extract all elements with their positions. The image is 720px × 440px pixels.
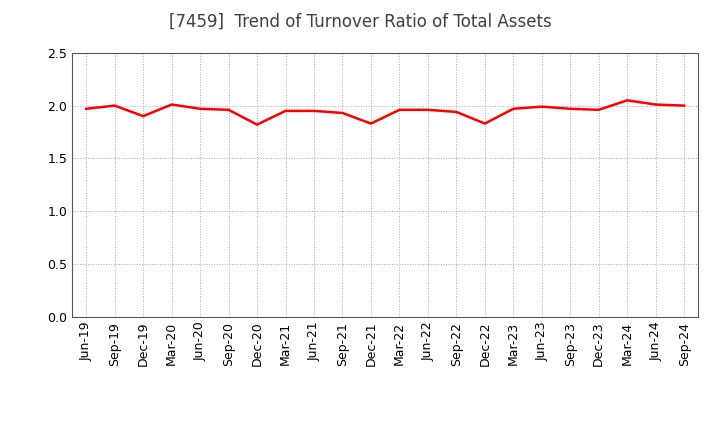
Text: [7459]  Trend of Turnover Ratio of Total Assets: [7459] Trend of Turnover Ratio of Total …	[168, 13, 552, 31]
